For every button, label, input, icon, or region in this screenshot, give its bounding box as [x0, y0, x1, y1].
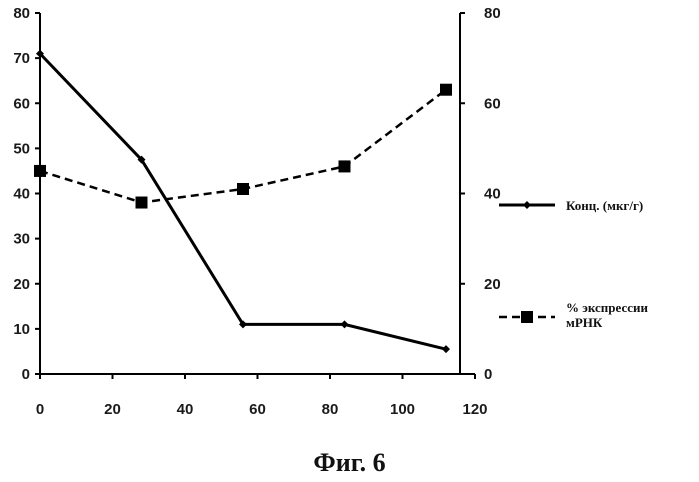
- y-right-tick-label: 0: [484, 366, 492, 383]
- legend-label-mrna-line2: мРНК: [566, 315, 603, 330]
- y-right-tick-label: 20: [484, 276, 501, 293]
- data-point-mrna: [34, 165, 46, 177]
- x-tick-label: 120: [462, 401, 487, 418]
- data-point-mrna: [440, 84, 452, 96]
- y-left-tick-label: 60: [13, 95, 30, 112]
- y-right-tick-label: 40: [484, 186, 501, 203]
- legend-marker-mrna: [521, 311, 533, 323]
- y-left-tick-label: 70: [13, 50, 30, 67]
- y-left-tick-label: 10: [13, 321, 30, 338]
- data-point-mrna: [136, 197, 148, 209]
- y-left-tick-label: 20: [13, 276, 30, 293]
- y-left-tick-label: 30: [13, 231, 30, 248]
- x-tick-label: 40: [177, 401, 194, 418]
- data-point-conc: [442, 345, 450, 353]
- y-left-tick-label: 0: [22, 366, 30, 383]
- series-line-0: [40, 54, 446, 350]
- series-markers: [34, 50, 452, 354]
- chart: 0 10 20 30 40 50 60 70 80 0 20 40 60 80 0 20 40 60 80 100 12…: [0, 0, 699, 440]
- series-lines: [40, 54, 446, 350]
- y-left-tick-label: 80: [13, 5, 30, 22]
- tick-labels: 0 10 20 30 40 50 60 70 80 0 20 40 60 80 0 20 40 60 80 100 12…: [13, 5, 500, 418]
- legend: Конц. (мкг/г) % экспрессии мРНК: [499, 198, 648, 330]
- x-tick-label: 80: [322, 401, 339, 418]
- y-right-tick-label: 60: [484, 95, 501, 112]
- x-tick-label: 100: [390, 401, 415, 418]
- x-tick-label: 20: [104, 401, 121, 418]
- y-left-tick-label: 40: [13, 186, 30, 203]
- x-tick-label: 60: [249, 401, 266, 418]
- y-right-tick-label: 80: [484, 5, 501, 22]
- legend-label-conc: Конц. (мкг/г): [566, 198, 643, 213]
- x-tick-label: 0: [36, 401, 44, 418]
- y-left-tick-label: 50: [13, 140, 30, 157]
- data-point-mrna: [237, 183, 249, 195]
- legend-label-mrna-line1: % экспрессии: [566, 300, 648, 315]
- figure-caption: Фиг. 6: [0, 448, 699, 478]
- data-point-mrna: [339, 160, 351, 172]
- legend-marker-conc: [523, 201, 531, 209]
- data-point-conc: [341, 320, 349, 328]
